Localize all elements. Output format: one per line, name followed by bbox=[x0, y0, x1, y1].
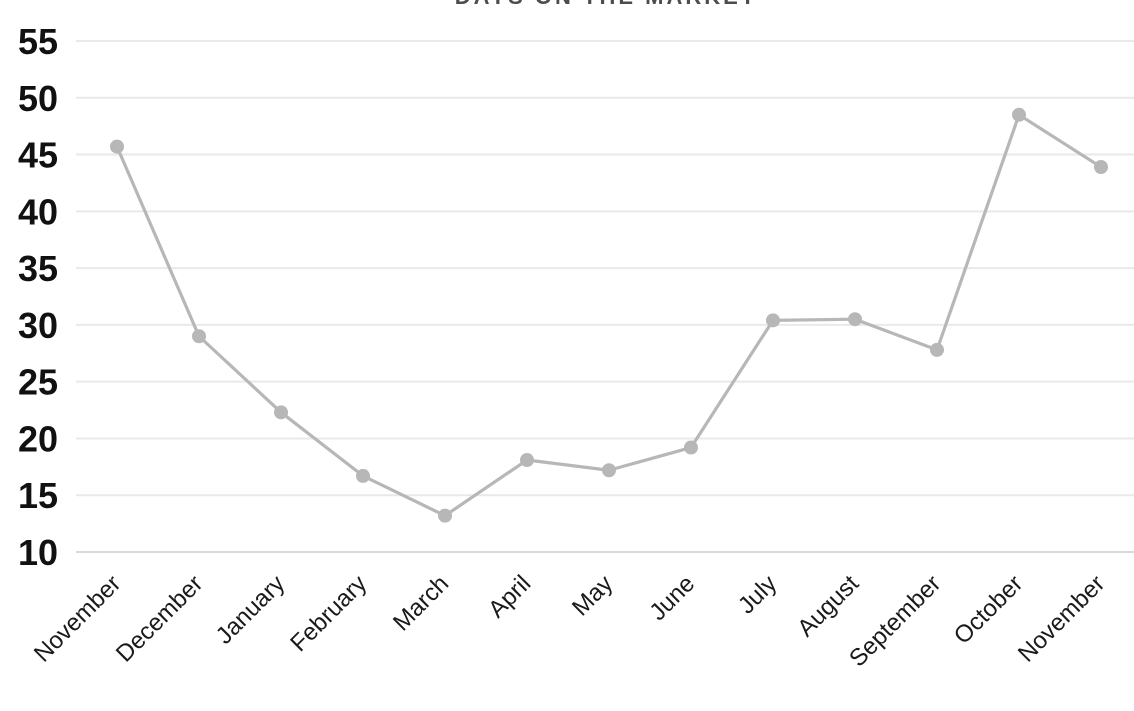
data-point-marker bbox=[766, 313, 780, 328]
x-axis-tick-label: April bbox=[483, 570, 536, 623]
data-point-marker bbox=[848, 312, 862, 327]
y-axis-tick-label: 35 bbox=[18, 248, 58, 289]
y-axis-tick-label: 40 bbox=[18, 191, 58, 232]
y-axis-tick-label: 55 bbox=[18, 21, 58, 62]
data-point-marker bbox=[110, 139, 124, 154]
x-axis-tick-label: November bbox=[29, 570, 126, 667]
y-axis-tick-label: 15 bbox=[18, 475, 58, 516]
x-axis-tick-label: December bbox=[111, 570, 208, 667]
data-point-marker bbox=[438, 508, 452, 523]
data-point-marker bbox=[602, 463, 616, 478]
chart-title-clip-region: DAYS ON THE MARKET bbox=[78, 0, 1134, 8]
y-axis-tick-label: 30 bbox=[18, 305, 58, 346]
x-axis-tick-label: August bbox=[792, 570, 864, 642]
x-axis-tick-label: May bbox=[567, 570, 618, 621]
data-point-marker bbox=[1094, 160, 1108, 175]
x-axis-tick-label: November bbox=[1013, 570, 1110, 667]
x-axis-tick-label: June bbox=[644, 570, 700, 626]
data-point-marker bbox=[684, 440, 698, 455]
data-point-marker bbox=[930, 342, 944, 357]
data-point-marker bbox=[1012, 107, 1026, 122]
y-axis-tick-label: 45 bbox=[18, 135, 58, 176]
data-point-marker bbox=[520, 453, 534, 468]
x-axis-tick-label: March bbox=[388, 570, 454, 636]
data-point-marker bbox=[192, 329, 206, 344]
chart-title: DAYS ON THE MARKET bbox=[78, 0, 1134, 8]
y-axis-tick-label: 20 bbox=[18, 418, 58, 459]
y-axis-tick-label: 50 bbox=[18, 78, 58, 119]
x-axis-tick-label: February bbox=[285, 570, 372, 657]
x-axis-tick-label: July bbox=[733, 570, 782, 619]
x-axis-tick-label: October bbox=[949, 570, 1028, 649]
series-line bbox=[115, 113, 1103, 518]
x-axis-tick-label: January bbox=[211, 570, 290, 649]
y-axis-tick-label: 25 bbox=[18, 362, 58, 403]
data-point-marker bbox=[356, 468, 370, 483]
data-point-marker bbox=[274, 405, 288, 420]
y-axis-tick-label: 10 bbox=[18, 532, 58, 573]
